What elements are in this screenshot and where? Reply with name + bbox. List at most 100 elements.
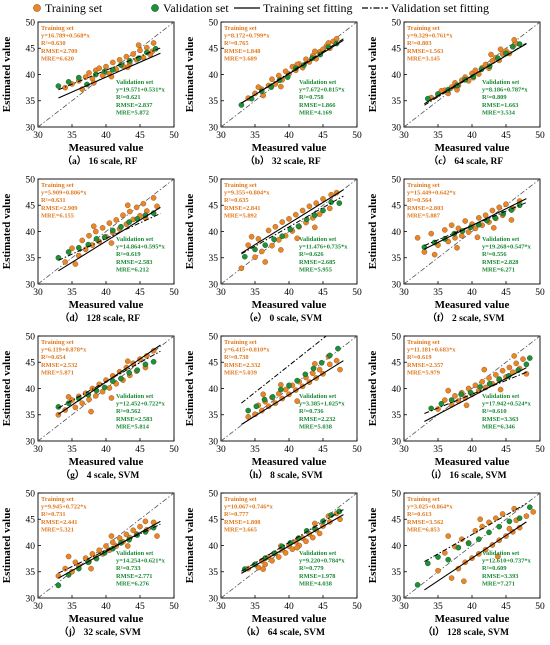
x-tick-label: 30 <box>399 602 409 612</box>
y-tick-label: 50 <box>26 489 36 499</box>
training-point <box>310 370 316 377</box>
training-point <box>96 65 102 72</box>
validation-stat-line: RMSE=1.866 <box>299 102 336 109</box>
validation-point <box>238 102 245 108</box>
training-stat-line: RMSE=1.848 <box>224 48 260 55</box>
x-tick-label: 40 <box>101 602 111 612</box>
training-point <box>106 220 113 226</box>
validation-point <box>55 582 62 589</box>
x-tick-label: 30 <box>33 602 43 612</box>
training-stat-line: y=9.355+0.804*x <box>224 190 270 197</box>
training-point <box>481 366 488 373</box>
training-stat-line: MRE=6.853 <box>407 526 440 533</box>
y-tick-label: 30 <box>392 594 402 604</box>
validation-stat-line: y=9.220+0.784*x <box>299 558 345 565</box>
x-tick-label: 30 <box>399 131 409 141</box>
validation-fit-line <box>424 202 527 247</box>
training-point <box>495 553 501 560</box>
training-stat-line: RMSE=2.803 <box>407 205 443 212</box>
y-tick-label: 45 <box>392 202 402 212</box>
y-axis-label: Estimated value <box>367 351 379 427</box>
training-point <box>130 51 136 57</box>
training-point <box>488 51 494 58</box>
training-point <box>269 557 275 564</box>
training-point <box>511 37 517 43</box>
x-tick-label: 50 <box>352 131 362 141</box>
training-point <box>454 244 460 251</box>
validation-stat-line: y=19.571+0.531*x <box>116 87 166 94</box>
y-tick-label: 35 <box>392 97 402 107</box>
panel-caption: （f） 2 scale, SVM <box>427 312 504 324</box>
scatter-panel-6: 30 35 40 45 50 30 35 40 45 50 Training sety=15.449… <box>367 175 545 324</box>
scatter-panel-3: 30 35 40 45 50 30 35 40 45 50 Training sety=9.329+… <box>367 18 545 167</box>
training-point <box>113 217 119 223</box>
panel-caption: （c） 64 scale, RF <box>429 155 504 167</box>
one-to-one-line <box>37 21 175 128</box>
training-point <box>143 44 150 51</box>
y-tick-label: 50 <box>392 175 402 185</box>
training-point <box>154 533 160 539</box>
validation-point <box>287 226 294 233</box>
training-stat-line: RMSE=2.357 <box>407 362 444 369</box>
validation-stat-line: R²=0.758 <box>299 94 324 101</box>
validation-fit-line <box>241 38 344 104</box>
validation-point <box>55 83 62 89</box>
y-tick-label: 45 <box>26 516 36 526</box>
validation-point <box>526 504 533 510</box>
validation-point <box>261 396 268 403</box>
y-tick-label: 30 <box>209 437 219 447</box>
validation-point <box>279 233 285 240</box>
training-stat-line: RMSE=1.563 <box>407 48 443 55</box>
validation-stat-line: Validation set <box>116 79 154 86</box>
training-point <box>499 367 506 374</box>
training-point <box>497 46 504 53</box>
training-point <box>497 386 504 393</box>
training-point <box>276 554 282 560</box>
x-tick-label: 45 <box>318 288 328 298</box>
validation-point <box>294 377 300 384</box>
x-tick-label: 35 <box>433 602 443 612</box>
y-axis-label: Estimated value <box>184 194 196 270</box>
scatter-panel-8: 30 35 40 45 50 30 35 40 45 50 Training sety=6.415+… <box>184 332 362 481</box>
y-tick-label: 40 <box>26 385 36 395</box>
x-tick-label: 45 <box>135 445 145 455</box>
y-tick-label: 30 <box>26 123 36 133</box>
training-stat-line: MRE=5.979 <box>407 369 440 376</box>
validation-point <box>65 79 72 85</box>
validation-stat-line: Validation set <box>299 236 337 243</box>
validation-stat-line: R²=0.733 <box>116 565 141 572</box>
training-stat-line: MRE=5.892 <box>224 212 257 219</box>
validation-stat-line: RMSE=2.771 <box>116 573 152 580</box>
training-stat-line: RMSE=2.532 <box>41 362 77 369</box>
validation-stat-line: R²=0.621 <box>116 94 141 101</box>
validation-stat-line: MRE=3.534 <box>482 109 516 116</box>
training-point <box>150 40 157 46</box>
validation-stat-line: MRE=7.271 <box>482 580 515 587</box>
training-stat-line: RMSE=2.841 <box>224 205 260 212</box>
validation-point <box>110 227 116 234</box>
y-axis-label: Estimated value <box>367 508 379 584</box>
training-stat-line: Training set <box>224 182 258 189</box>
validation-stat-line: RMSE=2.685 <box>299 259 335 266</box>
training-point <box>106 385 113 391</box>
y-tick-label: 40 <box>209 71 219 81</box>
training-stat-line: y=11.181+0.683*x <box>407 347 456 354</box>
validation-stat-line: y=3.385+1.025*x <box>299 401 345 408</box>
training-fit-line <box>241 360 344 425</box>
training-fit-line <box>424 367 527 422</box>
training-point <box>523 371 530 377</box>
validation-point <box>101 68 108 75</box>
validation-fit-line <box>241 335 327 404</box>
validation-stat-line: R²=0.619 <box>116 251 141 258</box>
training-fit-line <box>241 189 344 254</box>
x-tick-label: 50 <box>535 288 545 298</box>
training-point <box>333 357 340 364</box>
validation-point <box>312 212 318 219</box>
training-point <box>248 233 255 240</box>
validation-point <box>303 216 310 223</box>
training-point <box>72 261 79 267</box>
training-point <box>312 48 318 55</box>
panel-caption: （k） 64 scale, SVM <box>241 626 325 638</box>
x-axis-label: Measured value <box>252 299 327 311</box>
training-stat-line: Training set <box>224 339 258 346</box>
